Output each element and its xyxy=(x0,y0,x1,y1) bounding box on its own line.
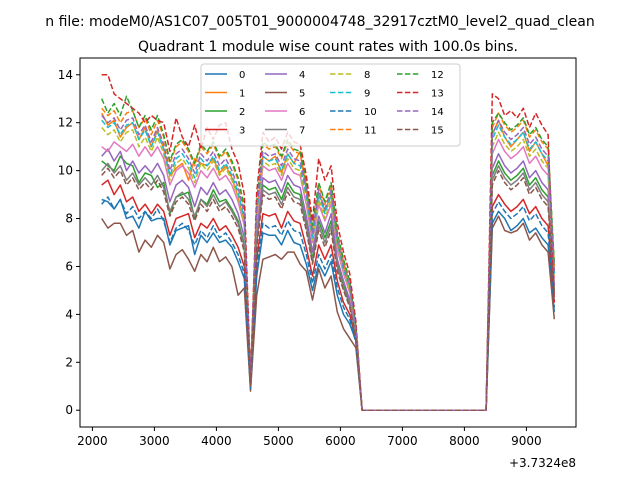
y-tick-label: 12 xyxy=(58,116,73,130)
legend-label: 10 xyxy=(364,107,377,118)
x-tick-label: 7000 xyxy=(387,434,418,448)
legend-label: 2 xyxy=(239,107,245,118)
x-tick-label: 9000 xyxy=(511,434,542,448)
x-tick-label: 4000 xyxy=(201,434,232,448)
legend-label: 1 xyxy=(239,89,245,100)
legend-label: 14 xyxy=(431,107,444,118)
legend-label: 11 xyxy=(364,126,377,137)
series-12-line xyxy=(101,95,556,411)
y-tick-label: 8 xyxy=(65,212,73,226)
x-offset-label: +3.7324e8 xyxy=(509,456,576,470)
y-tick-label: 14 xyxy=(58,68,73,82)
legend-box xyxy=(200,63,461,147)
chart-title: Quadrant 1 module wise count rates with … xyxy=(138,39,518,55)
figure-suptitle: n file: modeM0/AS1C07_005T01_9000004748_… xyxy=(45,14,594,30)
x-tick-label: 8000 xyxy=(449,434,480,448)
x-tick-label: 3000 xyxy=(139,434,170,448)
legend-label: 4 xyxy=(299,70,305,81)
x-tick-label: 2000 xyxy=(77,434,108,448)
legend-label: 3 xyxy=(239,126,245,137)
y-tick-label: 0 xyxy=(65,403,73,417)
legend-label: 5 xyxy=(299,89,305,100)
legend-label: 8 xyxy=(364,70,370,81)
legend-label: 0 xyxy=(239,70,245,81)
legend-label: 7 xyxy=(299,126,305,137)
legend-label: 6 xyxy=(299,107,305,118)
axes-layer: 2000 3000 4000 5000 6000 7000 8000 900002468101… xyxy=(58,68,542,448)
legend-label: 12 xyxy=(431,70,444,81)
series-layer xyxy=(101,74,556,411)
legend-label: 9 xyxy=(364,89,370,100)
series-14-line xyxy=(101,115,556,411)
series-15-line xyxy=(101,167,556,411)
y-tick-label: 4 xyxy=(65,307,73,321)
y-tick-label: 2 xyxy=(65,355,73,369)
plot-frame xyxy=(79,57,577,428)
x-tick-label: 5000 xyxy=(263,434,294,448)
legend-label: 15 xyxy=(431,126,444,137)
y-tick-label: 6 xyxy=(65,259,73,273)
x-tick-label: 6000 xyxy=(325,434,356,448)
y-tick-label: 10 xyxy=(58,164,73,178)
legend-label: 13 xyxy=(431,89,444,100)
